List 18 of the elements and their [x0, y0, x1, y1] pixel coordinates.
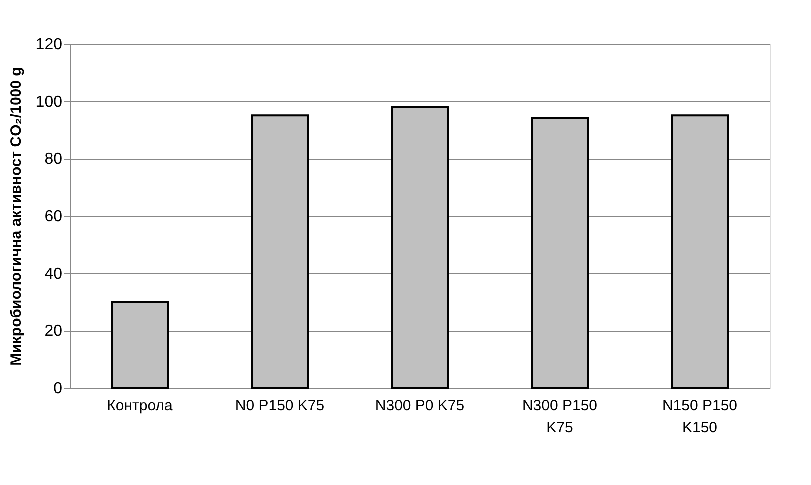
y-tick-label: 20 [44, 323, 63, 340]
x-tick-label: N150 P150 K150 [662, 398, 738, 436]
y-tick-label: 40 [44, 266, 63, 283]
bar [391, 106, 449, 389]
x-tick-label: N300 P150 K75 [522, 398, 598, 436]
y-tick-label: 120 [36, 36, 63, 54]
bar [251, 114, 309, 389]
y-tick-label: 80 [44, 151, 63, 168]
y-axis-title: Микробиологична активност CO₂/1000 g [8, 67, 25, 366]
y-tick-label: 100 [36, 94, 63, 111]
bar [671, 114, 729, 389]
bar [531, 118, 589, 389]
x-tick-label: N300 P0 K75 [375, 398, 465, 414]
x-tick-label: N0 P150 K75 [235, 398, 325, 414]
x-tick-label: Контрола [107, 398, 174, 414]
y-tick-label: 60 [44, 208, 63, 226]
bar [111, 301, 169, 389]
y-tick-label: 0 [54, 380, 63, 398]
